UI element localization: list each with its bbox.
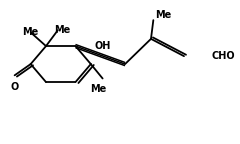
- Text: O: O: [10, 82, 18, 92]
- Text: Me: Me: [54, 24, 71, 35]
- Text: CHO: CHO: [211, 51, 235, 61]
- Text: Me: Me: [155, 10, 171, 20]
- Text: OH: OH: [94, 41, 111, 51]
- Text: Me: Me: [23, 27, 39, 37]
- Text: Me: Me: [90, 84, 106, 94]
